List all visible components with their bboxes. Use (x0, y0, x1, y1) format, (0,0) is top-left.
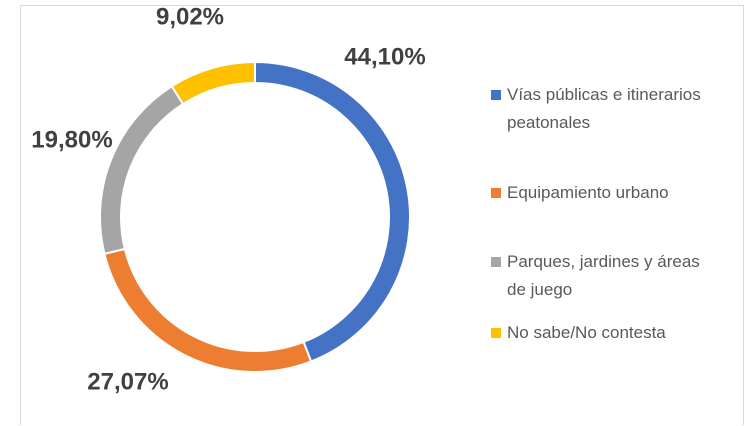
legend-label: No sabe/No contesta (507, 323, 666, 342)
legend-label: Equipamiento urbano (507, 183, 669, 202)
legend-swatch (491, 188, 501, 198)
data-label: 44,10% (344, 43, 425, 70)
legend-swatch (491, 328, 501, 338)
legend-swatch (491, 90, 501, 100)
legend-item: Vías públicas e itinerarios peatonales (489, 81, 722, 137)
legend-swatch (491, 257, 501, 267)
legend-item: Equipamiento urbano (489, 179, 722, 207)
legend-item: Parques, jardines y áreas de juego (489, 248, 722, 304)
data-label: 9,02% (156, 3, 224, 30)
donut-segment (103, 247, 313, 373)
legend-label: Parques, jardines y áreas de juego (507, 252, 700, 299)
donut-segment (99, 84, 185, 256)
legend-item: No sabe/No contesta (489, 319, 722, 347)
legend-label: Vías públicas e itinerarios peatonales (507, 85, 701, 132)
donut-segment (170, 60, 256, 106)
chart-frame (20, 5, 744, 425)
data-label: 27,07% (87, 368, 168, 395)
donut-segment (254, 60, 411, 363)
data-label: 19,80% (31, 126, 112, 153)
